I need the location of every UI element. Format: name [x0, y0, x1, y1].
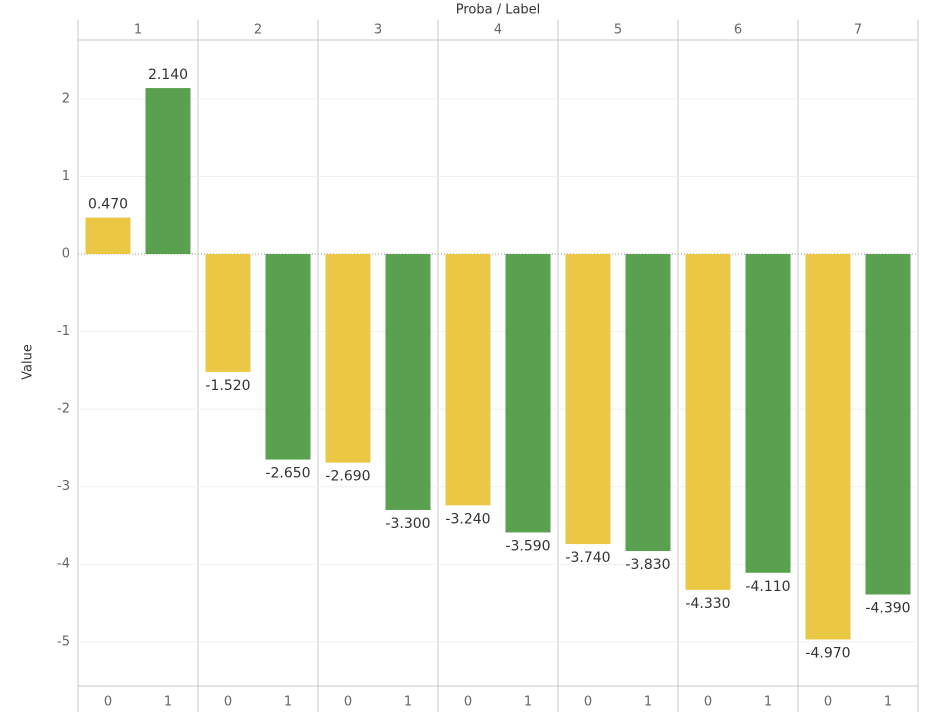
data-label: -4.970 [805, 645, 850, 661]
data-label: -3.830 [625, 557, 670, 573]
group-label: 2 [254, 23, 262, 38]
bar [505, 254, 551, 533]
bar [385, 254, 431, 510]
data-label: -1.520 [205, 378, 250, 394]
y-tick-label: -5 [57, 634, 70, 649]
group-label: 7 [854, 23, 862, 38]
y-tick-label: -2 [57, 402, 70, 417]
y-axis-title: Value [21, 344, 36, 380]
data-label: 2.140 [148, 67, 188, 83]
y-tick-label: -4 [57, 557, 70, 572]
data-label: -2.690 [325, 469, 370, 485]
data-label: -4.330 [685, 596, 730, 612]
y-tick-label: 1 [62, 169, 70, 184]
y-tick-label: 2 [62, 91, 70, 106]
bar [445, 254, 491, 506]
data-label: -4.390 [865, 600, 910, 616]
data-label: -3.590 [505, 538, 550, 554]
x-tick-label: 1 [644, 695, 652, 710]
group-label: 3 [374, 23, 382, 38]
group-label: 4 [494, 23, 502, 38]
x-tick-label: 0 [104, 695, 112, 710]
x-tick-label: 1 [164, 695, 172, 710]
group-label: 1 [134, 23, 142, 38]
y-tick-label: -1 [57, 324, 70, 339]
group-label: 6 [734, 23, 742, 38]
data-label: -3.300 [385, 516, 430, 532]
bar [805, 254, 851, 640]
x-tick-label: 1 [764, 695, 772, 710]
bar [685, 254, 731, 590]
bar [325, 254, 371, 463]
x-tick-label: 0 [464, 695, 472, 710]
x-tick-label: 1 [284, 695, 292, 710]
x-tick-label: 1 [884, 695, 892, 710]
x-tick-label: 0 [584, 695, 592, 710]
x-tick-label: 1 [524, 695, 532, 710]
bar [625, 254, 671, 552]
x-tick-label: 0 [704, 695, 712, 710]
x-tick-label: 0 [224, 695, 232, 710]
x-tick-label: 0 [824, 695, 832, 710]
x-axis-title: Proba / Label [456, 3, 541, 18]
data-label: -2.650 [265, 466, 310, 482]
y-tick-label: 0 [62, 247, 70, 262]
data-label: -3.240 [445, 511, 490, 527]
data-label: -3.740 [565, 550, 610, 566]
bar [865, 254, 911, 595]
bar [565, 254, 611, 545]
bar [145, 88, 191, 255]
group-label: 5 [614, 23, 622, 38]
y-tick-label: -3 [57, 479, 70, 494]
x-tick-label: 0 [344, 695, 352, 710]
bar [205, 254, 251, 372]
data-label: -4.110 [745, 579, 790, 595]
x-tick-label: 1 [404, 695, 412, 710]
bar [745, 254, 791, 573]
bar [85, 217, 131, 255]
bar [265, 254, 311, 460]
data-label: 0.470 [88, 197, 128, 213]
